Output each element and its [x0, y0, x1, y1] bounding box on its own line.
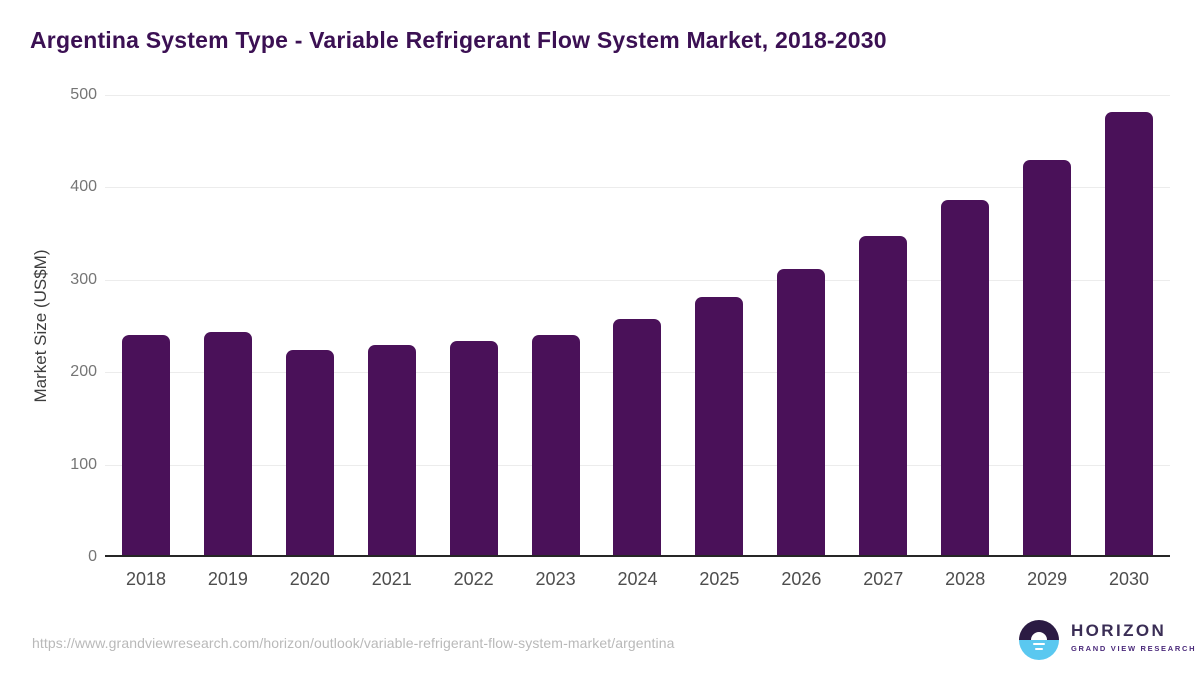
bar-slot-2021: [351, 95, 433, 555]
y-tick-label-500: 500: [70, 86, 97, 103]
bar-2027[interactable]: [859, 236, 908, 555]
horizon-logo-icon: [1019, 620, 1059, 660]
bar-2029[interactable]: [1023, 159, 1072, 555]
x-tick-label-2027: 2027: [863, 569, 904, 589]
bar-2024[interactable]: [613, 319, 662, 555]
bar-slot-2030: [1088, 95, 1170, 555]
horizon-logo: HORIZON GRAND VIEW RESEARCH: [1019, 618, 1195, 666]
footer: https://www.grandviewresearch.com/horizo…: [0, 610, 1200, 675]
page-title: Argentina System Type - Variable Refrige…: [30, 27, 887, 53]
y-axis-tick-labels: 0 100 200 300 400 500: [0, 86, 97, 565]
gridline-500: [105, 95, 1170, 96]
bar-slot-2029: [1006, 95, 1088, 555]
bar-2022[interactable]: [449, 340, 498, 555]
y-tick-label-300: 300: [70, 270, 97, 288]
bar-2030[interactable]: [1105, 112, 1154, 555]
bar-slot-2019: [187, 95, 269, 555]
y-tick-label-100: 100: [70, 455, 97, 473]
x-tick-label-2029: 2029: [1027, 569, 1068, 589]
logo-text: HORIZON GRAND VIEW RESEARCH: [1071, 621, 1197, 653]
bars-row: [105, 95, 1170, 555]
reflection-line-icon: [1035, 647, 1043, 650]
logo-brand-name: HORIZON: [1071, 621, 1167, 640]
gridline-400: [105, 187, 1170, 189]
bar-slot-2023: [515, 95, 597, 555]
bar-slot-2025: [678, 95, 760, 555]
gridline-300: [105, 279, 1170, 281]
y-tick-label-0: 0: [88, 548, 97, 565]
bar-2026[interactable]: [777, 269, 826, 555]
x-tick-label-2018: 2018: [125, 569, 166, 589]
bar-2025[interactable]: [695, 297, 744, 555]
bar-2019[interactable]: [203, 332, 252, 555]
x-axis-tick-labels: 2018 2019 2020 2021 2022 2023 2024 2025 2026 2027…: [105, 569, 1170, 590]
bar-slot-2018: [105, 95, 187, 555]
sun-icon: [1031, 631, 1047, 640]
source-url: https://www.grandviewresearch.com/horizo…: [32, 635, 675, 651]
bar-slot-2024: [597, 95, 679, 555]
x-tick-label-2023: 2023: [535, 569, 576, 589]
x-tick-label-2026: 2026: [781, 569, 822, 589]
bar-slot-2027: [842, 95, 924, 555]
bar-2020[interactable]: [285, 349, 334, 555]
x-tick-label-2021: 2021: [371, 569, 412, 589]
bar-slot-2022: [433, 95, 515, 555]
bar-2023[interactable]: [531, 335, 580, 555]
logo-sub-brand: GRAND VIEW RESEARCH: [1071, 643, 1197, 653]
x-tick-label-2020: 2020: [289, 569, 330, 589]
x-tick-label-2025: 2025: [699, 569, 740, 589]
x-tick-label-2019: 2019: [207, 569, 248, 589]
bar-slot-2028: [924, 95, 1006, 555]
bar-2018[interactable]: [121, 335, 170, 555]
bar-slot-2026: [760, 95, 842, 555]
reflection-line-icon: [1033, 642, 1045, 646]
x-tick-label-2030: 2030: [1109, 569, 1150, 589]
bar-2021[interactable]: [367, 345, 416, 555]
x-tick-label-2024: 2024: [617, 569, 658, 589]
x-tick-label-2028: 2028: [945, 569, 986, 589]
y-tick-label-200: 200: [70, 363, 97, 381]
plot-area: [105, 95, 1170, 557]
x-tick-label-2022: 2022: [453, 569, 494, 589]
bar-slot-2020: [269, 95, 351, 555]
bar-2028[interactable]: [941, 200, 990, 555]
y-tick-label-400: 400: [70, 178, 97, 196]
